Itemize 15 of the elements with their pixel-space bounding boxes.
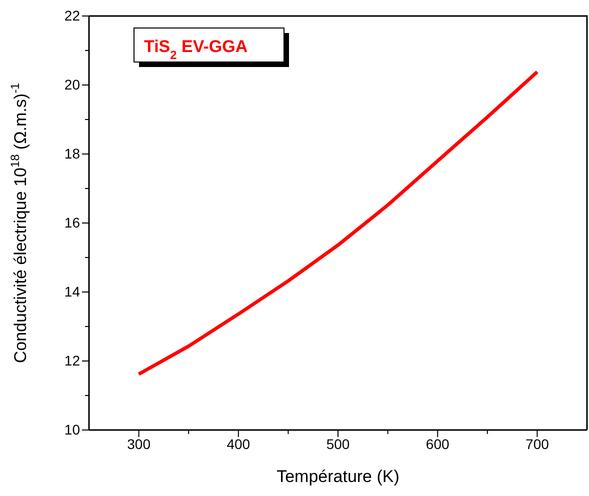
x-tick-label: 500: [326, 436, 350, 452]
y-tick-label: 16: [64, 214, 80, 230]
y-tick-label: 20: [64, 76, 80, 92]
y-tick-label: 18: [64, 145, 80, 162]
x-tick-label: 300: [127, 436, 151, 452]
y-tick-label: 10: [64, 421, 80, 438]
line-series: [137, 70, 539, 376]
x-tick-label: 400: [226, 436, 250, 452]
x-tick-label: 600: [426, 436, 450, 452]
x-tick-label: 700: [526, 436, 550, 452]
y-tick-label: 12: [64, 352, 80, 368]
text: TiS$_{2}$ EV-GGA: [144, 37, 248, 62]
x-axis-title: Température (K): [276, 467, 400, 486]
y-tick-label: 22: [64, 7, 80, 24]
y-tick-label: 14: [64, 283, 80, 300]
